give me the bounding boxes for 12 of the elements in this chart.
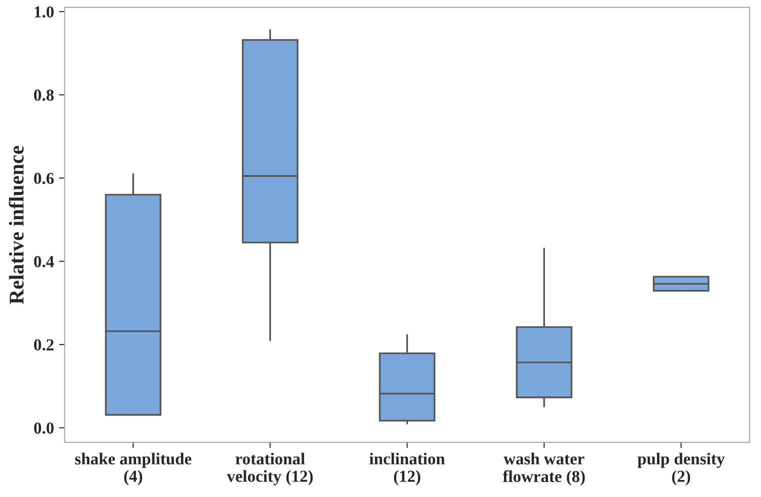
y-tick-label: 0.8 (34, 90, 54, 101)
x-tick-label: shake amplitude (4) (75, 452, 192, 486)
y-tick-label: 0.0 (34, 422, 54, 434)
x-tick-label: rotational velocity (12) (226, 452, 313, 486)
x-tick-label: inclination (12) (370, 452, 445, 486)
y-axis-title: Relative influence (8, 146, 24, 304)
y-tick-label: 0.2 (34, 339, 54, 351)
x-tick-label: pulp density (2) (638, 452, 725, 486)
y-tick-label: 0.4 (34, 256, 54, 268)
x-tick-label: wash water flowrate (8) (502, 452, 585, 486)
y-tick-label: 0.6 (34, 172, 54, 184)
y-tick-label: 1.0 (34, 6, 54, 18)
